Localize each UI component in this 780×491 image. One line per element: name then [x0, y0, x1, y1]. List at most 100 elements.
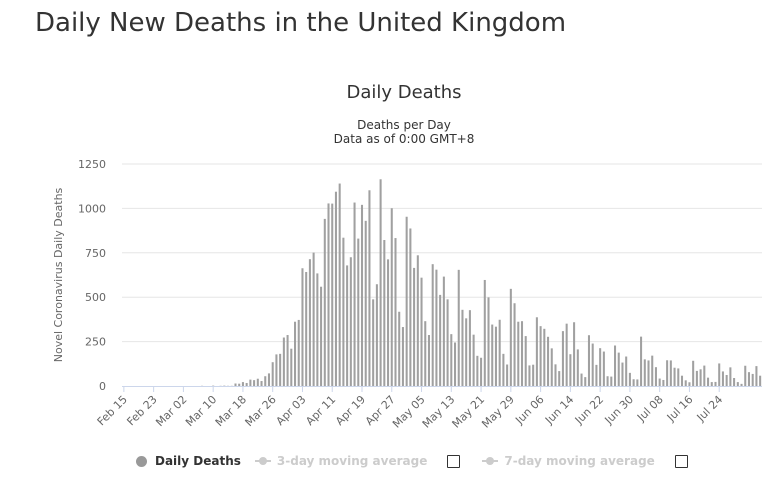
bar[interactable]: [726, 375, 728, 386]
bar[interactable]: [603, 352, 605, 386]
bar[interactable]: [320, 287, 322, 386]
bar[interactable]: [495, 327, 497, 386]
bar[interactable]: [398, 312, 400, 386]
bar[interactable]: [480, 358, 482, 386]
bar[interactable]: [536, 317, 538, 386]
bar[interactable]: [331, 204, 333, 386]
bar[interactable]: [666, 360, 668, 386]
bar[interactable]: [354, 203, 356, 386]
bar[interactable]: [387, 259, 389, 386]
bar[interactable]: [621, 363, 623, 386]
bar[interactable]: [517, 322, 519, 386]
bar[interactable]: [339, 184, 341, 386]
bar[interactable]: [525, 336, 527, 386]
bar[interactable]: [290, 349, 292, 386]
bar[interactable]: [755, 366, 757, 386]
bar[interactable]: [681, 376, 683, 386]
bar[interactable]: [595, 365, 597, 386]
bar[interactable]: [313, 253, 315, 386]
bar[interactable]: [729, 367, 731, 386]
bar[interactable]: [696, 371, 698, 386]
bar[interactable]: [287, 335, 289, 386]
bar[interactable]: [309, 259, 311, 386]
bar[interactable]: [714, 382, 716, 386]
bar[interactable]: [614, 346, 616, 386]
bar[interactable]: [491, 325, 493, 386]
bar[interactable]: [640, 337, 642, 386]
bar[interactable]: [722, 371, 724, 386]
bar[interactable]: [257, 379, 259, 386]
bar[interactable]: [551, 348, 553, 386]
bar[interactable]: [636, 379, 638, 386]
bar[interactable]: [618, 353, 620, 386]
bar[interactable]: [275, 354, 277, 386]
bar[interactable]: [588, 335, 590, 386]
bar[interactable]: [428, 335, 430, 386]
bar[interactable]: [741, 384, 743, 386]
bar[interactable]: [692, 361, 694, 386]
bar[interactable]: [748, 372, 750, 386]
bar[interactable]: [685, 380, 687, 386]
bar[interactable]: [700, 369, 702, 386]
bar[interactable]: [473, 335, 475, 386]
bar[interactable]: [662, 380, 664, 386]
bar[interactable]: [380, 179, 382, 386]
bar[interactable]: [737, 382, 739, 386]
bar[interactable]: [234, 384, 236, 386]
bar[interactable]: [372, 299, 374, 386]
bar[interactable]: [279, 354, 281, 386]
bar[interactable]: [350, 257, 352, 386]
bar[interactable]: [644, 359, 646, 386]
bar[interactable]: [253, 380, 255, 386]
bar[interactable]: [365, 221, 367, 386]
bar[interactable]: [458, 270, 460, 386]
bar[interactable]: [532, 365, 534, 386]
bar[interactable]: [733, 378, 735, 386]
bar[interactable]: [301, 268, 303, 386]
bar[interactable]: [476, 356, 478, 386]
bar[interactable]: [528, 365, 530, 386]
bar[interactable]: [461, 310, 463, 386]
bar[interactable]: [599, 348, 601, 386]
bar[interactable]: [647, 360, 649, 386]
bar[interactable]: [592, 344, 594, 386]
bar[interactable]: [424, 321, 426, 386]
bar[interactable]: [450, 334, 452, 386]
bar[interactable]: [688, 382, 690, 386]
bar[interactable]: [718, 363, 720, 386]
bar[interactable]: [409, 228, 411, 386]
bar[interactable]: [447, 299, 449, 386]
bar[interactable]: [394, 238, 396, 386]
legend-item-daily-deaths[interactable]: Daily Deaths: [136, 454, 241, 468]
bar[interactable]: [432, 264, 434, 386]
bar[interactable]: [543, 329, 545, 386]
bar[interactable]: [629, 373, 631, 386]
bar[interactable]: [554, 364, 556, 386]
bar[interactable]: [316, 273, 318, 386]
bar[interactable]: [435, 270, 437, 386]
bar[interactable]: [272, 362, 274, 386]
bar[interactable]: [417, 255, 419, 386]
bar[interactable]: [242, 382, 244, 386]
bar[interactable]: [510, 289, 512, 386]
bar[interactable]: [707, 378, 709, 386]
bar[interactable]: [502, 354, 504, 386]
bar[interactable]: [327, 203, 329, 386]
bar[interactable]: [376, 284, 378, 386]
bar[interactable]: [674, 368, 676, 386]
bar[interactable]: [406, 217, 408, 386]
legend-item-3-day-average[interactable]: 3-day moving average: [255, 454, 476, 468]
bar[interactable]: [443, 277, 445, 386]
bar[interactable]: [584, 377, 586, 386]
bar[interactable]: [651, 356, 653, 386]
bar[interactable]: [268, 373, 270, 386]
bar[interactable]: [383, 240, 385, 386]
bar[interactable]: [484, 280, 486, 386]
bar[interactable]: [305, 272, 307, 386]
bar[interactable]: [465, 318, 467, 386]
bar[interactable]: [249, 380, 251, 386]
bar[interactable]: [294, 322, 296, 386]
bar[interactable]: [703, 366, 705, 386]
bar[interactable]: [487, 297, 489, 386]
bar[interactable]: [547, 337, 549, 386]
